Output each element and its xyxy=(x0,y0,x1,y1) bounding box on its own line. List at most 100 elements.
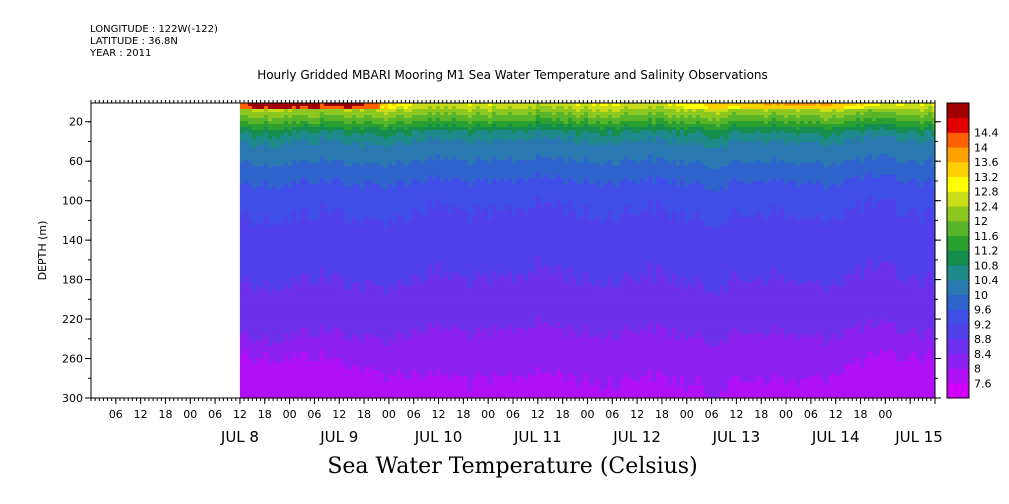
heatmap-cell xyxy=(247,205,253,209)
heatmap-cell xyxy=(243,361,249,365)
heatmap-cell xyxy=(243,196,249,200)
heatmap-cell xyxy=(243,160,249,164)
heatmap-cell xyxy=(247,187,253,191)
heatmap-cell xyxy=(239,130,245,134)
heatmap-cell xyxy=(239,118,245,122)
heatmap-cell xyxy=(247,289,253,293)
heatmap-cell xyxy=(251,103,257,107)
heatmap-cell xyxy=(251,211,257,215)
heatmap-cell xyxy=(247,274,253,278)
heatmap-cell xyxy=(247,136,253,140)
heatmap-cell xyxy=(243,145,249,149)
heatmap-cell xyxy=(247,154,253,158)
heatmap-cell xyxy=(247,181,253,185)
heatmap-cell xyxy=(251,154,257,158)
heatmap-cell xyxy=(251,241,257,245)
heatmap-cell xyxy=(243,211,249,215)
heatmap-cell xyxy=(243,283,249,287)
heatmap-cell xyxy=(251,130,257,134)
heatmap-cell xyxy=(243,349,249,353)
heatmap-cell xyxy=(239,208,245,212)
heatmap-cell xyxy=(247,331,253,335)
heatmap-cell xyxy=(239,151,245,155)
heatmap-cell xyxy=(239,316,245,320)
heatmap-cell xyxy=(239,322,245,326)
heatmap-cell xyxy=(243,154,249,158)
heatmap-cell xyxy=(239,163,245,167)
heatmap-cell xyxy=(243,379,249,383)
heatmap-cell xyxy=(243,334,249,338)
heatmap-cell xyxy=(251,328,257,332)
heatmap-cell xyxy=(247,370,253,374)
heatmap-cell xyxy=(239,211,245,215)
heatmap-cell xyxy=(251,232,257,236)
heatmap-cell xyxy=(243,394,249,398)
heatmap-cell xyxy=(243,391,249,395)
heatmap-cell xyxy=(243,256,249,260)
heatmap-cell xyxy=(239,319,245,323)
heatmap-cell xyxy=(251,178,257,182)
heatmap-cell xyxy=(243,364,249,368)
heatmap-cell xyxy=(251,109,257,113)
heatmap-cell xyxy=(243,148,249,152)
heatmap-cell xyxy=(243,331,249,335)
heatmap-cell xyxy=(247,115,253,119)
heatmap-cell xyxy=(239,136,245,140)
heatmap-cell xyxy=(239,277,245,281)
heatmap-cell xyxy=(239,373,245,377)
heatmap-cell xyxy=(239,283,245,287)
heatmap-cell xyxy=(243,190,249,194)
heatmap-cell xyxy=(239,379,245,383)
heatmap-cell xyxy=(243,166,249,170)
heatmap-cell xyxy=(251,319,257,323)
heatmap-cell xyxy=(239,157,245,161)
heatmap-cell xyxy=(247,322,253,326)
heatmap-cell xyxy=(251,292,257,296)
heatmap-cell xyxy=(243,115,249,119)
heatmap-cell xyxy=(239,172,245,176)
heatmap-cell xyxy=(251,310,257,314)
heatmap-cell xyxy=(251,160,257,164)
heatmap-cell xyxy=(251,157,257,161)
heatmap-cell xyxy=(251,283,257,287)
heatmap-cell xyxy=(243,232,249,236)
heatmap-cell xyxy=(239,346,245,350)
heatmap-cell xyxy=(243,259,249,263)
heatmap-cell xyxy=(243,157,249,161)
heatmap-cell xyxy=(247,259,253,263)
heatmap-cell xyxy=(243,250,249,254)
heatmap-cell xyxy=(247,250,253,254)
heatmap-cell xyxy=(243,295,249,299)
heatmap-cell xyxy=(251,340,257,344)
heatmap-cell xyxy=(243,358,249,362)
heatmap-cell xyxy=(251,205,257,209)
heatmap-cell xyxy=(247,307,253,311)
heatmap-cell xyxy=(251,322,257,326)
heatmap-cell xyxy=(247,337,253,341)
heatmap-cell xyxy=(239,265,245,269)
heatmap-cell xyxy=(243,340,249,344)
heatmap-cell xyxy=(239,244,245,248)
heatmap-cell xyxy=(239,181,245,185)
heatmap-cell xyxy=(247,310,253,314)
heatmap-cell xyxy=(239,202,245,206)
heatmap-cell xyxy=(251,253,257,257)
heatmap-cell xyxy=(251,271,257,275)
heatmap-cell xyxy=(251,247,257,251)
heatmap-cell xyxy=(239,343,245,347)
heatmap-cell xyxy=(239,298,245,302)
heatmap-cell xyxy=(239,328,245,332)
heatmap-cell xyxy=(251,274,257,278)
heatmap-cell xyxy=(251,349,257,353)
heatmap-cell xyxy=(243,367,249,371)
heatmap-cell xyxy=(243,280,249,284)
heatmap-cell xyxy=(243,322,249,326)
heatmap-cell xyxy=(239,247,245,251)
heatmap-cell xyxy=(243,121,249,125)
heatmap-cell xyxy=(243,214,249,218)
heatmap-cell xyxy=(251,175,257,179)
heatmap-cell xyxy=(251,265,257,269)
heatmap-cell xyxy=(251,304,257,308)
heatmap-cell xyxy=(251,259,257,263)
heatmap-cell xyxy=(243,223,249,227)
